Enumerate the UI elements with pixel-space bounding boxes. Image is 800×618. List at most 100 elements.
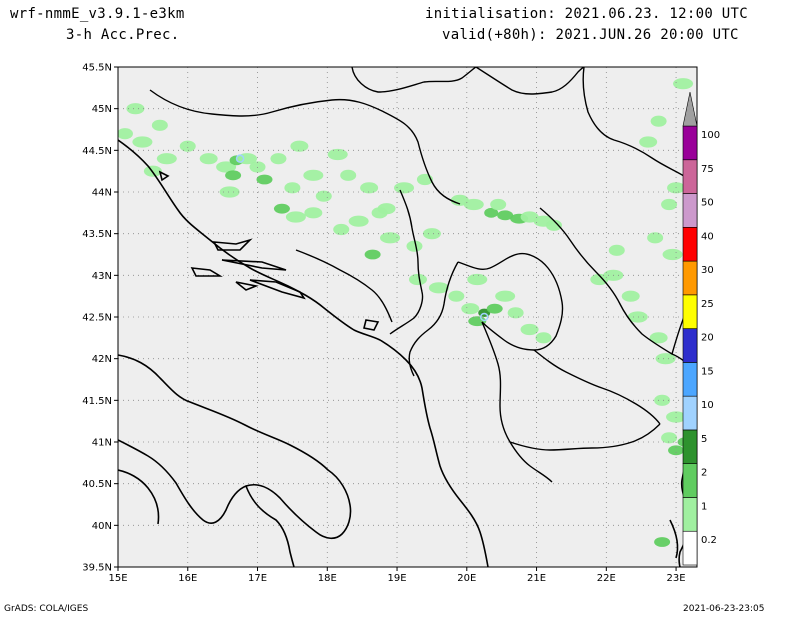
- precip-cell: [380, 232, 401, 244]
- legend-label: 30: [701, 265, 714, 276]
- bosnia-east-border: [389, 189, 424, 335]
- precip-cell: [394, 182, 415, 194]
- legend-label: 20: [701, 333, 714, 344]
- lat-tick-label: 40.5N: [82, 479, 112, 490]
- island-7: [363, 319, 380, 331]
- lon-tick-label: 18E: [318, 573, 337, 584]
- legend-label: 100: [701, 130, 720, 141]
- lat-tick-label: 43.5N: [82, 229, 112, 240]
- legend-label: 10: [701, 400, 714, 411]
- legend-label: 5: [701, 434, 707, 445]
- precip-cell: [406, 240, 423, 252]
- legend-label: 75: [701, 164, 714, 175]
- grid-layer: [118, 67, 697, 567]
- croatia-north-border: [149, 89, 461, 205]
- precip-cell: [303, 169, 324, 181]
- precip-cell: [467, 273, 488, 286]
- precip-cell: [621, 290, 640, 302]
- precip-cell: [360, 182, 379, 194]
- field-name: 3-h Acc.Prec.: [66, 27, 180, 43]
- precip-cell: [216, 161, 237, 173]
- lat-tick-label: 42N: [92, 354, 112, 365]
- legend-label: 40: [701, 231, 714, 242]
- precip-cell: [520, 323, 539, 336]
- island-4: [249, 279, 306, 300]
- legend-swatch: [682, 125, 698, 161]
- precip-cell: [408, 273, 427, 286]
- valid-time: valid(+80h): 2021.JUN.26 20:00 UTC: [442, 27, 739, 43]
- hungary-border: [351, 67, 477, 93]
- legend-swatch: [682, 260, 698, 296]
- legend-arrow: [682, 91, 698, 127]
- precip-cell: [650, 115, 667, 127]
- lat-tick-label: 39.5N: [82, 563, 112, 574]
- precip-cell: [377, 203, 396, 215]
- lat-tick-label: 44.5N: [82, 146, 112, 157]
- precip-cell: [649, 332, 668, 344]
- precip-layer: [118, 78, 696, 547]
- island-1: [212, 238, 253, 251]
- precip-cell: [151, 119, 168, 131]
- precip-cell: [284, 182, 301, 194]
- calabria-shore: [245, 485, 295, 567]
- kosovo-border: [457, 252, 564, 351]
- precip-cell: [199, 153, 218, 165]
- precip-cell: [668, 445, 685, 456]
- precip-cell: [608, 244, 625, 256]
- precip-cell: [463, 198, 484, 211]
- legend-swatch: [682, 294, 698, 329]
- lat-tick-label: 45.5N: [82, 63, 112, 74]
- island-5: [235, 281, 259, 291]
- legend-swatch: [682, 362, 698, 397]
- precip-cell: [654, 537, 671, 547]
- montenegro-border: [408, 261, 459, 377]
- precip-cell: [340, 169, 357, 181]
- precip-cell: [486, 303, 503, 314]
- island-6: [158, 170, 170, 182]
- lat-tick-label: 41N: [92, 438, 112, 449]
- precip-cell: [364, 249, 381, 260]
- lon-tick-label: 17E: [248, 573, 267, 584]
- italy-coastline: [118, 354, 352, 540]
- legend-swatch: [682, 497, 698, 532]
- legend-swatch: [682, 530, 698, 566]
- precip-cell: [156, 153, 177, 165]
- lon-tick-label: 20E: [457, 573, 476, 584]
- legend-label: 50: [701, 198, 714, 209]
- precip-cell: [315, 190, 332, 202]
- model-name: wrf-nmmE_v3.9.1-e3km: [10, 6, 185, 22]
- precip-cell: [484, 207, 499, 218]
- precip-cell: [126, 103, 145, 115]
- island-2: [221, 259, 287, 271]
- legend-label: 2: [701, 468, 707, 479]
- precip-cell: [290, 140, 309, 152]
- legend-swatch: [682, 328, 698, 363]
- precip-cell: [662, 248, 683, 261]
- island-3: [190, 267, 223, 277]
- lat-tick-label: 43N: [92, 271, 112, 282]
- lon-tick-label: 16E: [178, 573, 197, 584]
- legend-swatch: [682, 429, 698, 464]
- footer-timestamp: 2021-06-23-23:05: [683, 604, 765, 614]
- precip-cell: [333, 223, 350, 236]
- precip-peak-marker: [479, 312, 489, 322]
- precip-cell: [256, 174, 273, 185]
- bosnia-inner-border: [295, 249, 393, 323]
- serbia-north-border: [475, 67, 585, 95]
- legend-swatch: [682, 227, 698, 262]
- gargano-shore: [118, 469, 160, 525]
- precip-cell: [304, 207, 323, 219]
- precip-cell: [647, 232, 664, 244]
- precip-cell: [348, 215, 369, 227]
- precip-cell: [639, 136, 658, 148]
- greece-border: [509, 423, 661, 451]
- macedonia-border: [533, 349, 661, 425]
- map-background: [118, 67, 697, 567]
- precip-cell: [655, 353, 676, 365]
- legend-label: 15: [701, 366, 714, 377]
- precip-cell: [219, 186, 240, 198]
- precip-cell: [422, 228, 441, 240]
- lat-tick-label: 45N: [92, 104, 112, 115]
- croatia-coastline: [118, 139, 489, 567]
